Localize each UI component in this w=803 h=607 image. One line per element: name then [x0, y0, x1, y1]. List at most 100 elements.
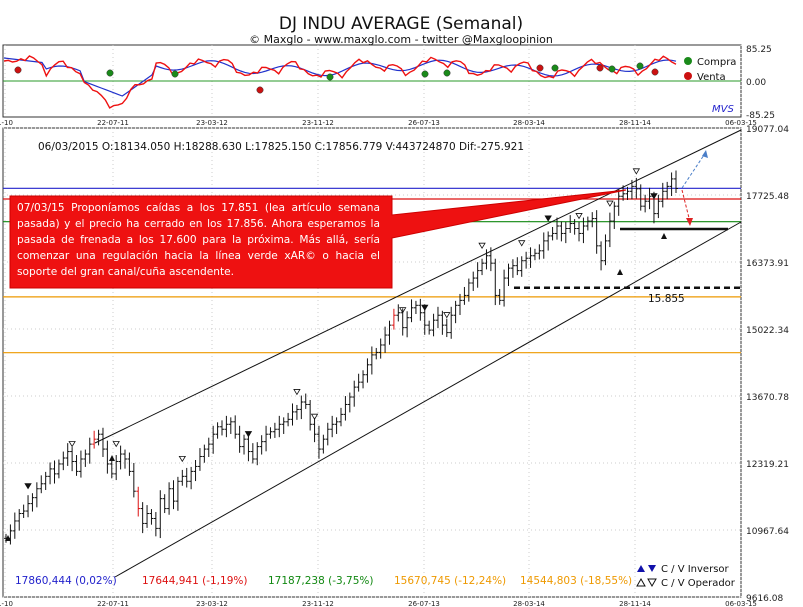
- indicator-x-tick-label: 28-03-14: [513, 119, 545, 127]
- projection-up-arrowhead: [702, 150, 708, 158]
- sell-signal-marker: [178, 455, 187, 463]
- level-label-orange-2: 14544,803 (-18,55%): [520, 575, 632, 587]
- indicator-x-ticks: 1-10 22-07-11 23-03-12 23-11-12 26-07-13 28-0…: [0, 119, 757, 127]
- indicator-x-tick-label: 28-11-14: [619, 119, 651, 127]
- indicator-signal-dot: [551, 64, 559, 72]
- indicator-x-tick-label: 22-07-11: [97, 119, 129, 127]
- legend-compra-label: Compra: [697, 57, 736, 68]
- indicator-signal-dot: [171, 70, 179, 78]
- price-x-tick-label: 28-03-14: [513, 600, 545, 607]
- sell-signal-marker: [575, 213, 583, 220]
- sell-signal-marker: [399, 307, 407, 314]
- price-x-tick-label: 1-10: [0, 600, 13, 607]
- indicator-signal-dot: [14, 66, 22, 74]
- price-bars: [4, 170, 678, 545]
- price-y-tick-label: 13670.78: [746, 393, 789, 403]
- sell-signal-marker: [68, 441, 76, 448]
- indicator-ytick-top: 85.25: [746, 45, 772, 55]
- indicator-ytick-bottom: -85.25: [746, 111, 775, 121]
- price-y-tick-label: 17725.48: [746, 192, 789, 202]
- buy-signal-marker: [109, 455, 115, 461]
- ascending-channel: [94, 129, 742, 578]
- support-label: 15.855: [648, 293, 685, 305]
- legend-venta-label: Venta: [697, 72, 726, 83]
- indicator-signal-dot: [106, 69, 114, 77]
- indicator-x-tick-label: 23-03-12: [196, 119, 228, 127]
- sell-signal-marker: [544, 215, 552, 222]
- sell-signal-marker: [518, 240, 526, 247]
- legend-inversor-label: C / V Inversor: [661, 564, 730, 575]
- annotation-text: 07/03/15 Proponíamos caídas a los 17.851…: [17, 202, 380, 278]
- price-x-tick-label: 26-07-13: [408, 600, 440, 607]
- price-x-tick-label: 06-03-15: [725, 600, 757, 607]
- signal-markers: [5, 168, 667, 541]
- level-label-orange-1: 15670,745 (-12,24%): [394, 575, 506, 587]
- indicator-tag: MVS: [712, 104, 734, 115]
- indicator-signal-dot: [536, 64, 544, 72]
- indicator-signal-dot: [421, 70, 429, 78]
- sell-signal-marker: [310, 413, 319, 420]
- level-label-red: 17644,941 (-1,19%): [142, 575, 247, 587]
- sell-signal-marker: [24, 483, 32, 490]
- sell-signal-marker: [421, 304, 429, 311]
- chart-title: DJ INDU AVERAGE (Semanal): [279, 14, 523, 34]
- sell-signal-marker: [112, 441, 120, 448]
- sell-signal-marker: [606, 200, 614, 207]
- indicator-ytick-zero: 0.00: [746, 78, 766, 88]
- legend-inversor-down-icon: [648, 565, 656, 572]
- buy-signal-marker: [5, 535, 11, 541]
- projection-down-arrow: [681, 189, 691, 223]
- price-x-tick-label: 23-11-12: [302, 600, 334, 607]
- indicator-signal-dot: [596, 64, 604, 72]
- projection-down-arrowhead: [686, 218, 693, 226]
- level-label-blue: 17860,444 (0,02%): [15, 575, 117, 587]
- sell-signal-marker: [293, 389, 301, 396]
- price-y-tick-label: 16373.91: [746, 259, 789, 269]
- buy-signal-marker: [617, 269, 623, 275]
- price-y-tick-label: 9616.08: [746, 594, 783, 604]
- price-y-tick-label: 15022.34: [746, 326, 789, 336]
- legend-compra-dot: [684, 57, 692, 65]
- indicator-x-tick-label: 1-10: [0, 119, 13, 127]
- channel-upper-line: [94, 129, 742, 444]
- price-y-tick-label: 10967.64: [746, 527, 789, 537]
- price-y-tick-label: 12319.21: [746, 460, 789, 470]
- level-label-green: 17187,238 (-3,75%): [268, 575, 373, 587]
- support-lines: [514, 227, 741, 289]
- indicator-x-tick-label: 23-11-12: [302, 119, 334, 127]
- legend-operador-label: C / V Operador: [661, 578, 736, 589]
- legend-operador-up-icon: [636, 577, 646, 587]
- chart-subtitle: © Maxglo - www.maxglo.com - twitter @Max…: [249, 33, 553, 46]
- indicator-signal-dot: [443, 69, 451, 77]
- price-x-ticks: 1-10 22-07-11 23-03-12 23-11-12 26-07-13 28-0…: [0, 600, 757, 607]
- legend-inversor-up-icon: [637, 565, 645, 572]
- projection-up-arrow: [681, 151, 707, 189]
- channel-lower-line: [114, 221, 742, 578]
- indicator-signal-dot: [256, 86, 264, 94]
- indicator-panel: 85.25 0.00 -85.25 Compra Venta MVS 1-10 2…: [0, 44, 775, 127]
- indicator-signal-dot: [608, 65, 616, 73]
- indicator-signal-dot: [326, 73, 334, 81]
- indicator-signal-dots: [14, 62, 659, 94]
- sell-signal-marker: [632, 168, 641, 175]
- indicator-blue-line: [3, 57, 677, 97]
- buy-signal-marker: [661, 233, 667, 239]
- indicator-signal-dot: [636, 62, 644, 70]
- indicator-x-tick-label: 06-03-15: [725, 119, 757, 127]
- indicator-red-line: [3, 55, 677, 109]
- sell-signal-marker: [478, 242, 486, 249]
- sell-signal-marker: [443, 312, 451, 319]
- legend-operador-down-icon: [647, 578, 657, 588]
- indicator-x-tick-label: 26-07-13: [408, 119, 440, 127]
- sell-signal-marker: [244, 431, 253, 438]
- price-y-tick-label: 19077.04: [746, 125, 789, 135]
- ohlc-info-line: 06/03/2015 O:18134.050 H:18288.630 L:178…: [38, 141, 524, 153]
- price-y-ticks: 19077.04 17725.48 16373.91 15022.34 13670.78…: [746, 125, 789, 604]
- price-x-tick-label: 22-07-11: [97, 600, 129, 607]
- indicator-signal-dot: [651, 68, 659, 76]
- price-x-tick-label: 23-03-12: [196, 600, 228, 607]
- legend-venta-dot: [684, 72, 692, 80]
- sell-signal-marker: [650, 193, 658, 200]
- annotation-callout: [9, 189, 627, 289]
